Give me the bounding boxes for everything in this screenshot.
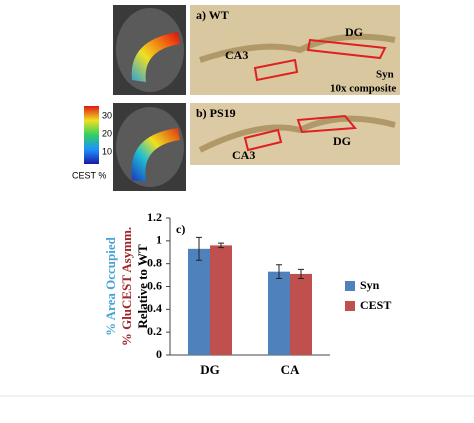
bar [210, 245, 232, 355]
legend-label: Syn [360, 278, 380, 292]
magnification-label: 10x composite [330, 83, 396, 95]
y-tick-label: 1 [156, 233, 162, 247]
bar [290, 273, 312, 355]
region-label: CA3 [232, 148, 255, 162]
y-axis-label: Relative to WT [135, 244, 150, 329]
annotation: c) [176, 222, 185, 236]
error-bar [298, 268, 304, 280]
tissue-band [198, 115, 396, 153]
roi [243, 128, 283, 152]
y-tick-label: 0.8 [147, 255, 162, 269]
error-bar [218, 242, 224, 249]
histology-image [190, 103, 400, 165]
colorbar-tick: 10 [102, 146, 112, 156]
legend-swatch [345, 301, 355, 311]
y-tick-label: 1.2 [147, 210, 162, 224]
panel-label: b) PS19 [196, 106, 236, 120]
y-tick-label: 0.6 [147, 278, 162, 292]
y-axis-label: % GluCEST Asymm. [119, 227, 134, 346]
roi [253, 58, 299, 82]
roi [296, 114, 358, 134]
legend-label: CEST [360, 298, 391, 312]
legend-swatch [345, 281, 355, 291]
stain-label: Syn [376, 69, 394, 81]
error-bar [196, 236, 202, 261]
bar-chart: 0 0.2 0.4 0.6 0.8 1 1.2 c) % Area Occupied% GluC… [103, 210, 391, 377]
error-bar [276, 264, 282, 280]
roi [306, 38, 387, 60]
colorbar-tick: 20 [102, 128, 112, 138]
y-tick-label: 0 [156, 347, 162, 361]
cest-map [131, 32, 180, 82]
region-label: DG [333, 134, 351, 148]
tissue-band [199, 33, 396, 63]
region-label: CA3 [225, 48, 248, 62]
x-tick-label: DG [200, 362, 220, 377]
bar [268, 271, 290, 355]
y-tick-label: 0.2 [147, 324, 162, 338]
x-tick-label: CA [281, 362, 300, 377]
cest-map [131, 128, 180, 182]
colorbar-tick: 30 [102, 110, 112, 120]
colorbar [84, 106, 99, 164]
y-tick-label: 0.4 [147, 301, 162, 315]
panel-label: a) WT [196, 8, 229, 22]
region-label: DG [345, 25, 363, 39]
bar [188, 248, 210, 355]
y-axis-label: % Area Occupied [103, 236, 118, 335]
colorbar-label: CEST % [72, 170, 106, 180]
